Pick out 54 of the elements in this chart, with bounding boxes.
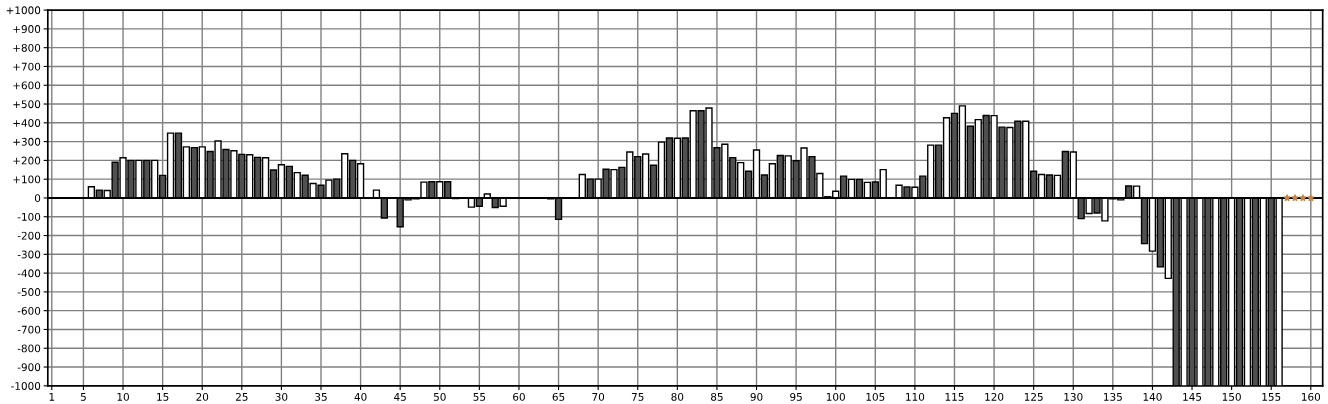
x-tick-label: 65	[552, 392, 565, 401]
y-tick-label: +400	[13, 119, 41, 127]
x-tick-label: 30	[275, 392, 288, 401]
x-tick-label: 50	[433, 392, 446, 401]
y-tick-label: +600	[13, 81, 41, 90]
y-tick-label: +500	[13, 100, 41, 109]
y-tick-label: -600	[17, 306, 41, 315]
x-tick-label: 145	[1183, 393, 1202, 401]
x-tick-label: 155	[1262, 393, 1281, 401]
y-tick-label: +200	[13, 156, 41, 165]
x-tick-label: 5	[80, 393, 86, 401]
x-tick-label: 135	[1104, 392, 1122, 401]
y-tick-label: -800	[17, 344, 41, 353]
y-tick-label: -500	[17, 288, 41, 296]
y-tick-label: 0	[34, 194, 41, 203]
y-tick-label: -100	[17, 212, 41, 221]
x-tick-label: 55	[473, 393, 486, 401]
x-tick-label: 25	[235, 392, 248, 401]
y-tick-label: +900	[13, 25, 41, 33]
x-tick-label: 100	[826, 392, 845, 401]
x-tick-label: 80	[671, 392, 684, 401]
x-tick-label: 45	[394, 393, 406, 401]
y-tick-label: +300	[13, 137, 41, 146]
y-tick-label: -1000	[11, 382, 41, 390]
x-tick-label: 60	[513, 392, 525, 401]
x-tick-label: 160	[1302, 392, 1321, 401]
x-tick-label: 115	[945, 393, 964, 401]
x-tick-label: 130	[1064, 392, 1083, 401]
x-tick-label: 35	[315, 392, 327, 401]
y-tick-label: +1000	[6, 6, 41, 15]
x-tick-label: 95	[790, 392, 802, 401]
x-tick-label: 20	[196, 392, 209, 401]
x-tick-label: 125	[1024, 392, 1043, 401]
y-tick-label: -400	[17, 269, 41, 278]
y-tick-label: -900	[17, 363, 41, 372]
y-tick-label: -300	[17, 250, 41, 259]
y-tick-label: +800	[13, 43, 41, 52]
y-tick-label: -700	[17, 325, 41, 334]
y-tick-label: +100	[13, 175, 41, 184]
x-tick-label: 75	[631, 393, 644, 401]
x-tick-label: 110	[906, 392, 925, 401]
x-tick-label: 120	[985, 392, 1004, 401]
x-tick-label: 15	[157, 393, 169, 401]
x-tick-label: 85	[711, 392, 723, 401]
y-tick-label: -200	[17, 231, 41, 240]
x-tick-label: 150	[1222, 392, 1241, 401]
x-tick-label: 40	[354, 392, 367, 401]
y-tick-label: +700	[13, 62, 41, 71]
x-tick-label: 140	[1143, 392, 1162, 401]
x-tick-label: 1	[49, 393, 55, 401]
x-tick-label: 70	[592, 392, 605, 401]
x-tick-label: 90	[750, 392, 763, 401]
x-tick-label: 105	[866, 392, 885, 401]
x-tick-label: 10	[117, 392, 129, 401]
